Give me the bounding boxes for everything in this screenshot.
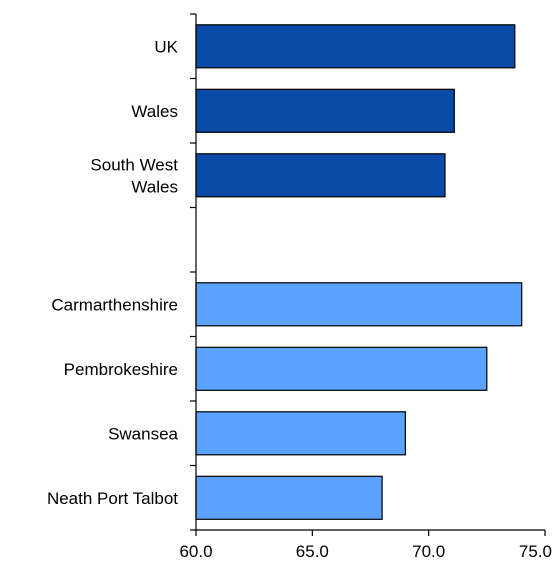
x-axis: 60.0 65.0 70.0 75.0 [179, 529, 552, 561]
x-tick-label: 65.0 [296, 542, 329, 561]
category-label: Pembrokeshire [64, 360, 178, 379]
bar [195, 88, 455, 133]
bar [195, 346, 488, 391]
x-tick-label: 70.0 [412, 542, 445, 561]
category-label: Wales [131, 177, 178, 196]
bar [195, 411, 406, 456]
bar [195, 153, 446, 198]
category-label: UK [154, 37, 178, 56]
category-label: South West [90, 155, 178, 174]
category-label: Swansea [108, 424, 178, 443]
category-labels-group: UK Wales South West Wales Carmarthenshire Pem… [47, 37, 179, 508]
category-label: Carmarthenshire [51, 295, 178, 314]
bar [195, 24, 516, 69]
x-tick-label: 75.0 [519, 542, 552, 561]
y-axis [190, 13, 197, 531]
x-tick-label: 60.0 [179, 542, 212, 561]
bar [195, 475, 383, 520]
category-label: Wales [131, 102, 178, 121]
bar [195, 282, 523, 327]
bars-group [195, 24, 523, 520]
category-label: Neath Port Talbot [47, 489, 178, 508]
